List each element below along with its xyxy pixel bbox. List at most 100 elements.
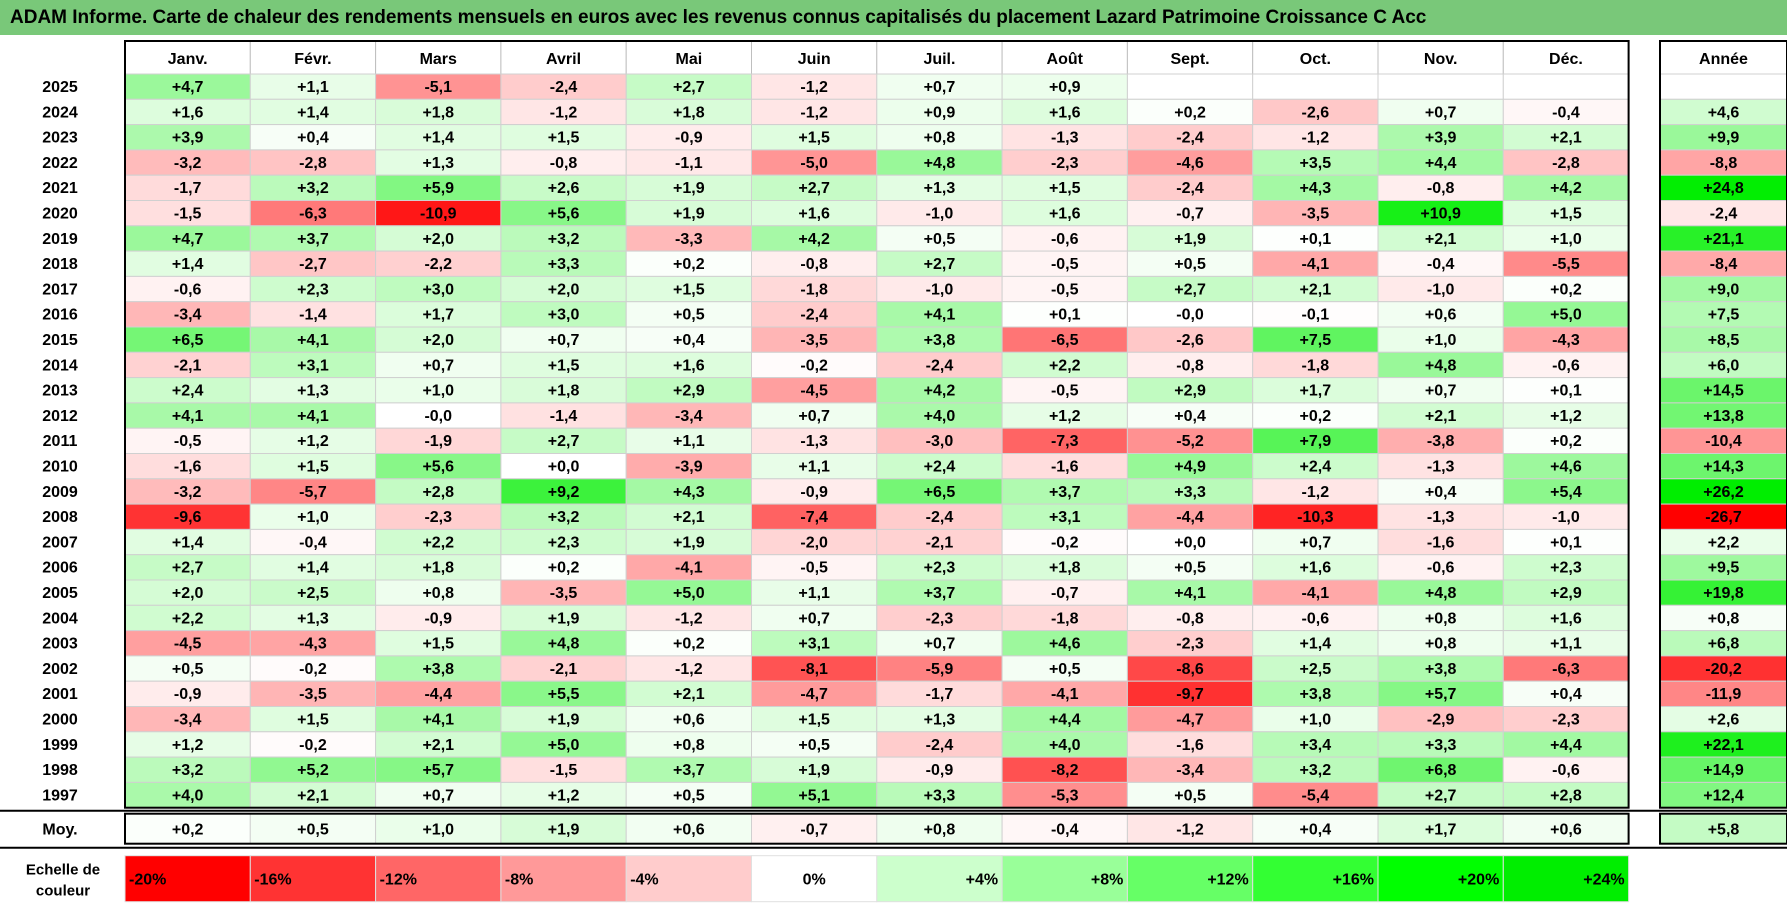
annual-cell-value: -11,9 [1706, 686, 1742, 703]
heatmap-cell [1502, 680, 1630, 708]
heatmap-cell-value: +1,8 [548, 383, 580, 400]
heatmap-cell-value: +2,1 [1425, 408, 1457, 425]
heatmap-cell-value: +4,8 [548, 636, 580, 653]
average-cell-value: +0,4 [1300, 822, 1332, 839]
heatmap-cell-value: -0,5 [1051, 383, 1079, 400]
month-header-cell [1252, 40, 1379, 75]
heatmap-cell [375, 225, 502, 252]
heatmap-cell-value: +0,8 [1425, 610, 1457, 627]
heatmap-cell-value: +0,8 [673, 737, 705, 754]
heatmap-cell-value: -2,1 [926, 534, 954, 551]
month-header-label: Sept. [1170, 51, 1209, 68]
annual-cell [1659, 124, 1787, 151]
heatmap-cell-value: +4,6 [1049, 636, 1081, 653]
heatmap-cell-value: -1,7 [174, 180, 202, 197]
heatmap-cell-value: +0,9 [924, 104, 956, 121]
heatmap-cell-value: -0,2 [299, 661, 327, 678]
annual-cell-value: -8,8 [1710, 155, 1738, 172]
month-header-label: Nov. [1424, 51, 1457, 68]
heatmap-cell-value: +4,2 [1550, 180, 1582, 197]
average-cell-value: +0,2 [172, 822, 204, 839]
heatmap-cell-value: -3,5 [550, 585, 578, 602]
heatmap-cell-value: -0,9 [424, 610, 452, 627]
heatmap-cell [249, 655, 377, 682]
annual-border [1659, 40, 1787, 809]
heatmap-cell-value: +4,0 [924, 408, 956, 425]
heatmap-cell-value: -3,4 [1176, 762, 1204, 779]
heatmap-cell-value: +4,8 [924, 155, 956, 172]
heatmap-cell [876, 478, 1003, 505]
scale-swatch [876, 855, 1003, 903]
heatmap-cell-value: -2,3 [1176, 636, 1204, 653]
heatmap-cell-value: +3,7 [673, 762, 705, 779]
annual-cell [1659, 453, 1787, 480]
heatmap-cell [1502, 579, 1630, 606]
heatmap-cell-value: +1,4 [172, 256, 204, 273]
heatmap-cell [375, 655, 502, 682]
heatmap-cell-value: +3,1 [1049, 509, 1081, 526]
heatmap-cell [876, 200, 1003, 227]
heatmap-cell-value: +2,3 [548, 534, 580, 551]
scale-swatch [249, 855, 377, 903]
row-year-label: 2024 [42, 104, 78, 121]
heatmap-cell-value: -3,5 [299, 686, 327, 703]
row-year-label: 2017 [42, 281, 78, 298]
heatmap-cell-value: -1,5 [174, 206, 202, 223]
heatmap-cell-value: +4,8 [1425, 357, 1457, 374]
heatmap-cell [1252, 124, 1379, 151]
average-border [124, 812, 1630, 845]
heatmap-cell [1377, 680, 1504, 708]
heatmap-cell-value: -4,6 [1176, 155, 1204, 172]
annual-cell-value: +9,5 [1708, 560, 1740, 577]
heatmap-cell-value: -1,5 [550, 762, 578, 779]
heatmap-cell-value: +3,7 [924, 585, 956, 602]
heatmap-cell-value: +2,1 [1300, 281, 1332, 298]
heatmap-cell-value: +0,2 [1300, 408, 1332, 425]
heatmap-cell-value: +0,5 [1174, 560, 1206, 577]
heatmap-cell [375, 781, 502, 809]
heatmap-cell [625, 731, 753, 758]
heatmap-cell-value: -2,4 [926, 509, 954, 526]
heatmap-cell-value: -1,3 [1051, 130, 1079, 147]
scale-swatch-label: +24% [1583, 872, 1624, 889]
heatmap-cell [876, 351, 1003, 379]
heatmap-cell-value: +0,2 [1174, 104, 1206, 121]
heatmap-cell-value: +0,2 [1550, 281, 1582, 298]
heatmap-cell [1001, 301, 1128, 328]
heatmap-cell-value: +1,1 [798, 459, 830, 476]
heatmap-cell-value: +0,7 [548, 332, 580, 349]
heatmap-cell-value: -1,4 [299, 307, 327, 324]
scale-swatch-label: +12% [1207, 872, 1248, 889]
heatmap-cell-value: -1,0 [926, 206, 954, 223]
heatmap-cell-value: -2,4 [926, 357, 954, 374]
heatmap-cell [1126, 453, 1254, 480]
heatmap-cell [876, 528, 1003, 556]
row-year-label: 2022 [42, 155, 78, 172]
average-cell-value: +0,6 [673, 822, 705, 839]
heatmap-cell-value: -3,4 [174, 712, 202, 729]
heatmap-cell-value: -0,6 [1427, 560, 1455, 577]
heatmap-cell-value: -1,3 [800, 433, 828, 450]
heatmap-cell [625, 301, 753, 328]
heatmap-cell [1126, 250, 1254, 277]
heatmap-cell-value: -2,3 [1051, 155, 1079, 172]
scale-swatch-label: 0% [803, 872, 826, 889]
heatmap-cell-value: +0,5 [1174, 787, 1206, 804]
heatmap-cell-value: +4,1 [297, 332, 329, 349]
heatmap-cell [124, 706, 251, 733]
heatmap-cell-value: +1,1 [673, 433, 705, 450]
heatmap-cell-value: -4,5 [800, 383, 828, 400]
heatmap-cell-value: -5,7 [299, 484, 327, 501]
heatmap-cell-value: +3,8 [1300, 686, 1332, 703]
heatmap-cell-value: +1,4 [1300, 636, 1332, 653]
heatmap-cell-value: +4,6 [1550, 459, 1582, 476]
heatmap-cell [375, 174, 502, 201]
annual-cell-value: +7,5 [1708, 307, 1740, 324]
row-year-label: 2012 [42, 408, 78, 425]
heatmap-cell-value: +3,7 [1049, 484, 1081, 501]
annual-cell-value: +9,0 [1708, 281, 1740, 298]
heatmap-cell [625, 225, 753, 252]
annual-cell-value: -20,2 [1705, 661, 1742, 678]
heatmap-cell [876, 604, 1003, 632]
heatmap-cell [1252, 630, 1379, 657]
